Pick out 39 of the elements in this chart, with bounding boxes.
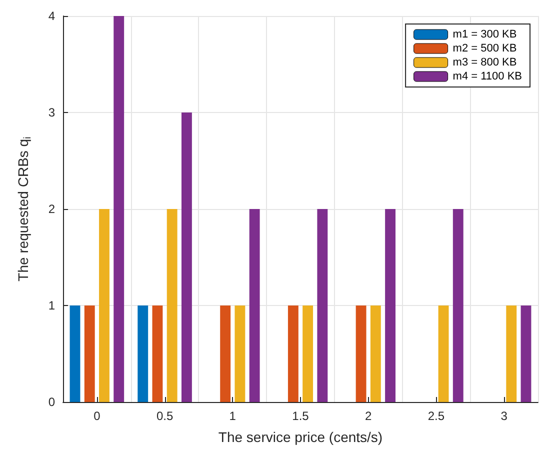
legend-label: m4 = 1100 KB [452, 70, 522, 82]
y-tick-label: 3 [48, 106, 56, 120]
bar [84, 306, 95, 402]
legend-label: m2 = 500 KB [452, 42, 517, 54]
x-tick-label: 0.5 [156, 409, 174, 423]
bar [181, 112, 192, 402]
y-tick-label: 2 [48, 202, 56, 216]
bar [302, 306, 314, 402]
bar [520, 306, 532, 402]
x-tick-label: 2.5 [428, 409, 445, 423]
bar [99, 209, 110, 402]
legend-label: m3 = 800 KB [452, 56, 517, 68]
x-tick-label: 0 [94, 409, 101, 423]
y-tick-label: 4 [48, 9, 56, 23]
bar [356, 306, 366, 402]
bar [234, 306, 246, 402]
legend-label: m1 = 300 KB [452, 28, 517, 40]
bar [438, 306, 449, 402]
bar [288, 306, 298, 402]
bar [166, 209, 178, 402]
bar [506, 306, 517, 402]
bar [152, 306, 163, 402]
bar [385, 209, 396, 402]
bar [220, 306, 231, 402]
bar [452, 209, 464, 402]
y-tick-label: 1 [48, 298, 56, 312]
x-tick-label: 3 [500, 409, 508, 423]
x-tick-label: 1 [229, 409, 236, 423]
bar [317, 209, 328, 402]
bar [114, 16, 124, 402]
x-tick-label: 2 [365, 409, 372, 423]
y-axis-title: The requested CRBs qi [15, 136, 34, 282]
y-tick-label: 0 [48, 395, 56, 409]
bar [138, 306, 148, 402]
bar [370, 306, 381, 402]
x-tick-label: 1.5 [292, 409, 310, 423]
x-axis-title: The service price (cents/s) [218, 429, 383, 445]
bar [249, 209, 260, 402]
bar [70, 306, 80, 402]
